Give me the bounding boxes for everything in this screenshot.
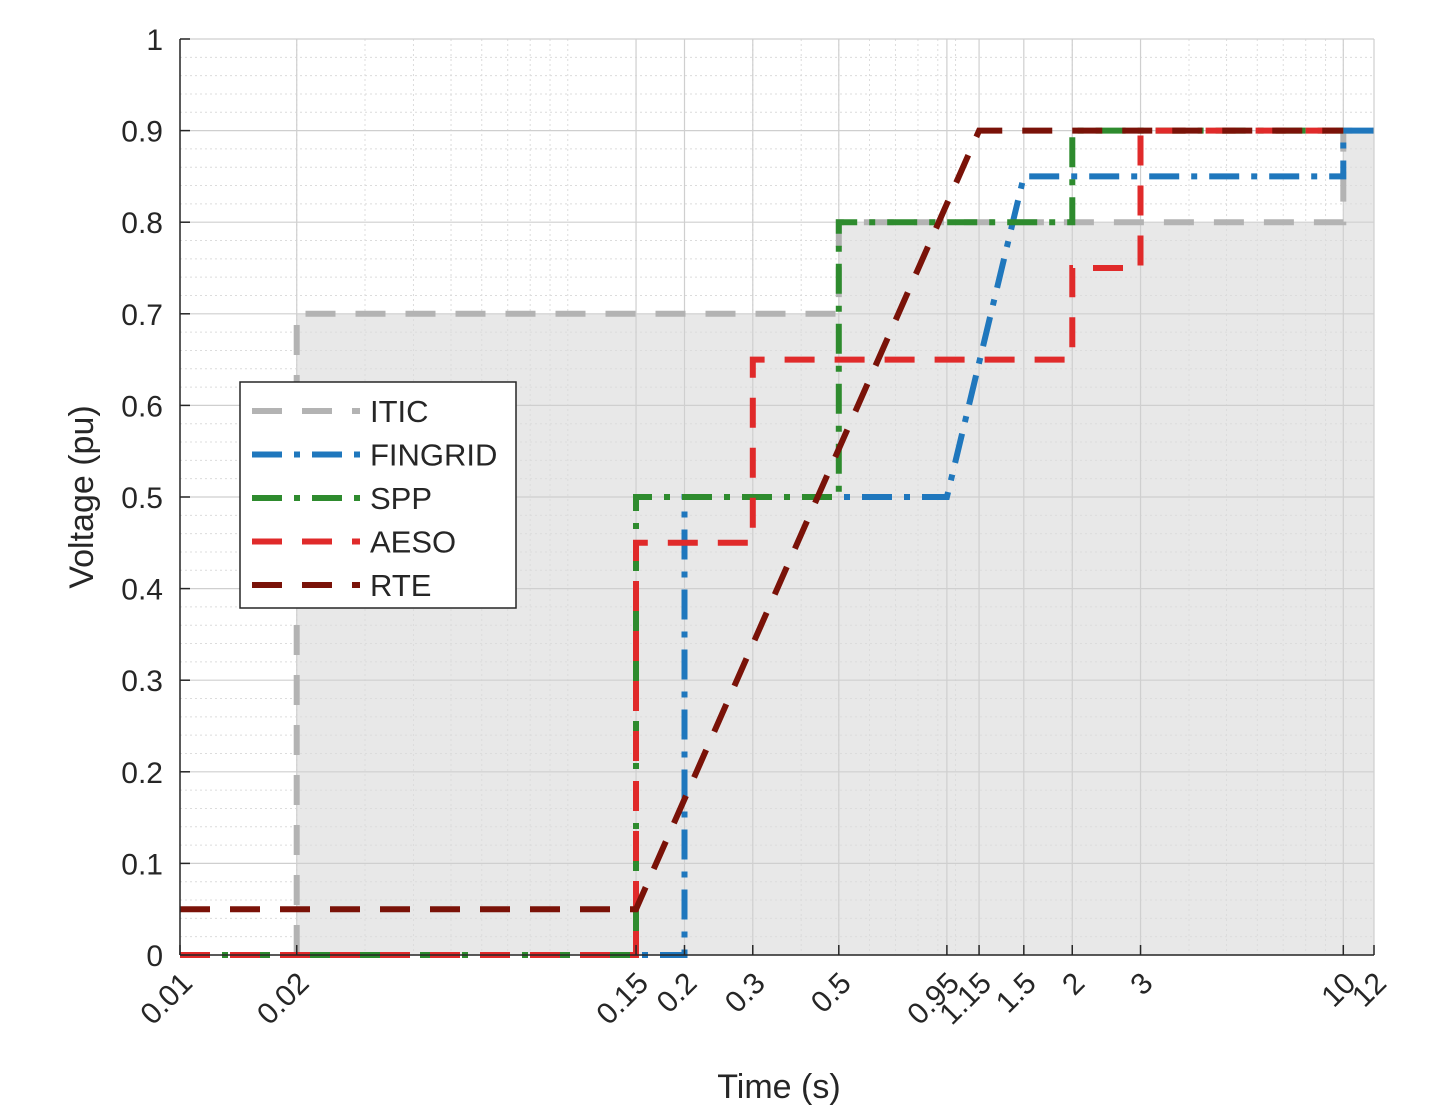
y-tick-label: 0.9 <box>121 116 163 149</box>
y-tick-label: 0.4 <box>121 574 163 607</box>
x-tick-label: 0.5 <box>805 967 858 1020</box>
series-line-spp <box>180 127 1344 958</box>
legend-label-spp: SPP <box>370 481 432 516</box>
y-tick-label: 0.6 <box>121 390 163 423</box>
series-layer <box>180 127 1374 958</box>
y-tick-label: 0.8 <box>121 207 163 240</box>
legend: ITIC FINGRID SPP AESO RTE <box>239 381 517 609</box>
x-tick-label: 0.2 <box>651 967 704 1020</box>
x-tick-label: 3 <box>1124 967 1159 1002</box>
x-tick-label: 0.15 <box>590 967 655 1032</box>
x-tick-label: 0.3 <box>719 967 772 1020</box>
x-tick-label: 12 <box>1346 967 1393 1014</box>
y-tick-label: 0.1 <box>121 848 163 881</box>
x-axis-title: Time (s) <box>717 1068 840 1106</box>
series-line-aeso <box>180 127 1344 958</box>
y-tick-labels: 0 0.1 0.2 0.3 0.4 0.5 0.6 0.7 0.8 0.9 1 <box>121 24 163 973</box>
series-line-fingrid <box>180 127 1374 958</box>
legend-box <box>239 381 517 609</box>
y-tick-label: 0.2 <box>121 757 163 790</box>
series-line-rte <box>180 127 1344 913</box>
shaded-region <box>296 130 1375 956</box>
shaded-region-layer <box>296 130 1375 956</box>
legend-label-aeso: AESO <box>370 525 456 560</box>
legend-label-rte: RTE <box>370 568 431 603</box>
x-tick-label: 2 <box>1056 967 1091 1002</box>
y-tick-label: 1 <box>146 24 163 57</box>
y-tick-label: 0.7 <box>121 299 163 332</box>
y-tick-label: 0.3 <box>121 665 163 698</box>
legend-label-fingrid: FINGRID <box>370 438 497 473</box>
y-tick-label: 0 <box>146 940 163 973</box>
y-axis-title: Voltage (pu) <box>63 405 101 588</box>
y-tick-label: 0.5 <box>121 482 163 515</box>
legend-label-itic: ITIC <box>370 394 429 429</box>
x-tick-label: 0.01 <box>134 967 199 1032</box>
axes-layer <box>179 38 1375 956</box>
x-tick-label: 0.02 <box>251 967 316 1032</box>
x-tick-label: 1.5 <box>990 967 1043 1020</box>
